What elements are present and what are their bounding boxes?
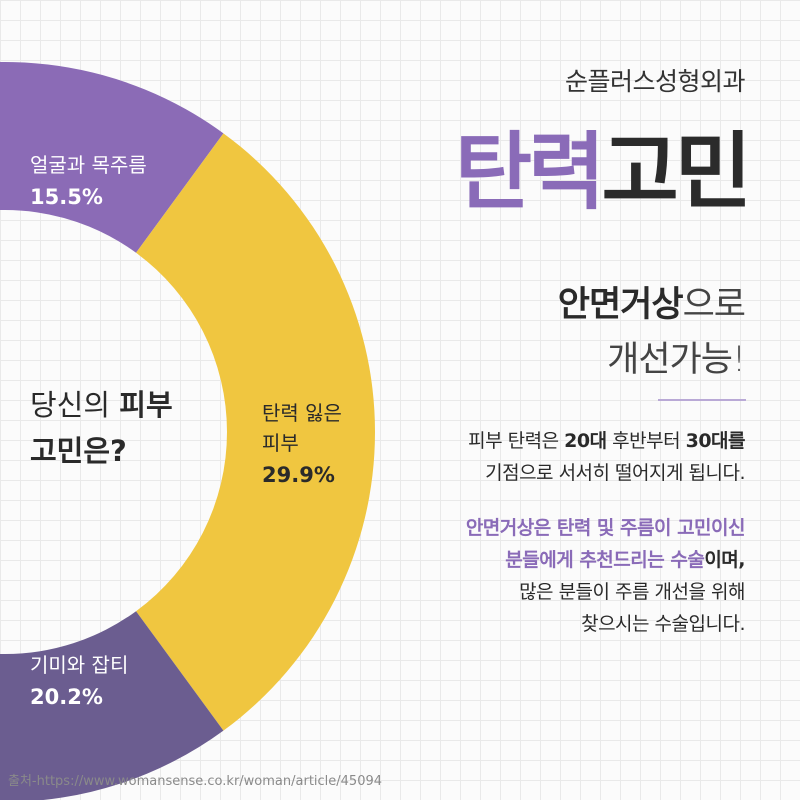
text-accent: 분들에게 추천드리는 수술 bbox=[505, 549, 705, 571]
subheadline: 안면거상으로 개선가능! bbox=[557, 278, 746, 388]
center-regular: 당신의 bbox=[30, 388, 111, 422]
text: 후반부터 bbox=[612, 430, 681, 452]
brand: 순플러스성형외과 bbox=[564, 67, 746, 96]
headline: 탄력고민 bbox=[455, 130, 752, 214]
donut-segment bbox=[0, 62, 224, 253]
text-bold: 30대를 bbox=[685, 430, 746, 452]
segment-label: 탄력 잃은 피부 29.9% bbox=[262, 398, 362, 490]
category-label: 탄력 잃은 피부 bbox=[262, 401, 342, 455]
donut-segment bbox=[136, 133, 375, 731]
sub-bold: 안면거상 bbox=[557, 285, 684, 325]
text-bold: 이며, bbox=[704, 549, 745, 571]
center-text: 당신의 피부 고민은? bbox=[30, 382, 173, 474]
text: 찾으시는 수술입니다. bbox=[581, 613, 745, 635]
headline-main: 고민 bbox=[601, 123, 752, 221]
source: 출처-https://www.womansense.co.kr/woman/ar… bbox=[8, 774, 383, 789]
text-accent: 안면거상은 탄력 및 주름이 고민이신 bbox=[465, 517, 746, 539]
divider bbox=[658, 399, 746, 401]
value-label: 15.5% bbox=[30, 185, 103, 209]
category-label: 기미와 잡티 bbox=[30, 653, 129, 677]
segment-label: 얼굴과 목주름 15.5% bbox=[30, 150, 147, 212]
text: 피부 탄력은 bbox=[468, 430, 559, 452]
headline-accent: 탄력 bbox=[454, 123, 606, 221]
segment-label: 기미와 잡티 20.2% bbox=[30, 650, 128, 712]
paragraph: 피부 탄력은 20대 후반부터 30대를 기점으로 서서히 떨어지게 됩니다. bbox=[468, 425, 745, 489]
center-bold: 피부 bbox=[119, 388, 173, 422]
sub-regular: 으로 bbox=[682, 285, 746, 325]
value-label: 29.9% bbox=[262, 463, 335, 487]
center-line2: 고민은? bbox=[30, 434, 127, 468]
donut-segment bbox=[0, 611, 224, 800]
category-label: 얼굴과 목주름 bbox=[30, 153, 147, 177]
text: 많은 분들이 주름 개선을 위해 bbox=[519, 581, 745, 603]
text-bold: 20대 bbox=[564, 430, 607, 452]
value-label: 20.2% bbox=[30, 685, 103, 709]
sub-line2: 개선가능! bbox=[607, 340, 746, 380]
text: 기점으로 서서히 떨어지게 됩니다. bbox=[485, 462, 745, 484]
paragraph: 안면거상은 탄력 및 주름이 고민이신 분들에게 추천드리는 수술이며, 많은 … bbox=[465, 512, 746, 640]
